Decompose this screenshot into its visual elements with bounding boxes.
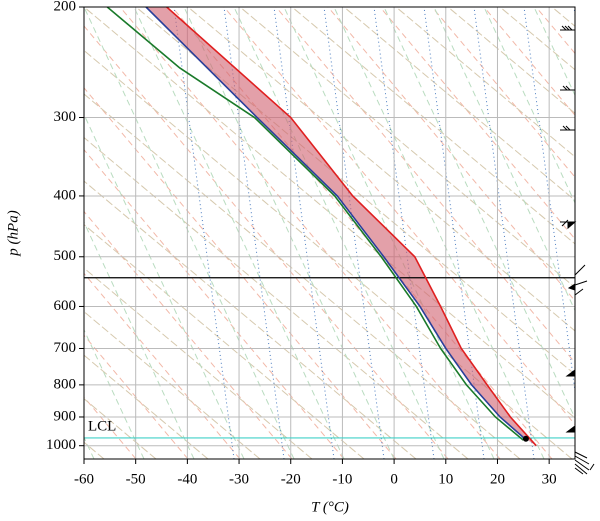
wind-barbs	[560, 7, 595, 475]
x-tick-label: -30	[229, 471, 249, 487]
parcel-point	[522, 435, 529, 442]
x-tick-label: 0	[390, 471, 398, 487]
y-tick-label: 900	[54, 408, 77, 424]
reference-line	[84, 136, 469, 459]
cape-area	[146, 7, 537, 446]
reference-line	[84, 354, 209, 459]
background-lines	[84, 7, 600, 459]
reference-line	[84, 272, 241, 459]
y-tick-label: 500	[54, 248, 77, 264]
level-label: LCL	[88, 418, 116, 434]
plot-frame	[83, 6, 576, 460]
reference-line	[84, 25, 449, 459]
reference-line	[327, 7, 575, 302]
profile-line	[145, 7, 524, 438]
reference-line	[84, 221, 195, 459]
x-tick-label: -40	[177, 471, 197, 487]
reference-line	[283, 7, 495, 459]
reference-line	[343, 7, 575, 202]
profile-line	[166, 7, 537, 447]
y-tick-label: 200	[54, 0, 77, 14]
y-tick-label: 700	[54, 340, 77, 356]
reference-line	[84, 311, 261, 459]
reference-line	[483, 7, 575, 205]
reference-line	[84, 180, 417, 459]
y-tick-label: 600	[54, 298, 77, 314]
x-tick-label: -20	[281, 471, 301, 487]
x-tick-label: 30	[542, 471, 557, 487]
y-tick-label: 1000	[46, 437, 76, 453]
x-tick-label: 20	[490, 471, 505, 487]
reference-line	[395, 7, 575, 158]
reference-line	[84, 113, 245, 459]
reference-line	[239, 7, 575, 289]
reference-line	[183, 7, 395, 459]
reference-line	[84, 7, 295, 459]
y-tick-label: 300	[54, 109, 77, 125]
reference-line	[291, 7, 575, 245]
x-axis-label: T (°C)	[311, 499, 349, 515]
x-tick-label: -50	[126, 471, 146, 487]
reference-line	[383, 7, 575, 420]
x-tick-label: -10	[332, 471, 352, 487]
y-tick-label: 400	[54, 187, 77, 203]
reference-line	[84, 93, 521, 459]
reference-line	[84, 267, 313, 459]
reference-line	[84, 328, 145, 459]
reference-line	[84, 398, 157, 459]
reference-line	[535, 7, 575, 55]
reference-line	[133, 7, 345, 459]
reference-line	[333, 7, 545, 459]
reference-line	[584, 7, 600, 459]
profile-line	[106, 7, 524, 441]
reference-line	[431, 7, 575, 178]
reference-line	[573, 7, 575, 19]
reference-line	[275, 7, 575, 364]
y-axis-label: p (hPa)	[5, 210, 21, 256]
reference-line	[84, 87, 397, 459]
reference-line	[119, 7, 501, 459]
y-tick-label: 800	[54, 376, 77, 392]
reference-line	[223, 7, 575, 426]
reference-line	[84, 148, 345, 459]
x-tick-label: 10	[438, 471, 453, 487]
reference-line	[588, 7, 600, 459]
reference-line	[84, 210, 293, 459]
reference-line	[84, 223, 365, 459]
reference-line	[423, 7, 485, 459]
reference-line	[447, 7, 575, 114]
reference-line	[187, 7, 575, 332]
reference-line	[84, 7, 575, 419]
reference-line	[233, 7, 445, 459]
reference-line	[551, 7, 575, 27]
reference-line	[433, 7, 575, 312]
x-tick-label: -60	[74, 471, 94, 487]
reference-line	[533, 7, 575, 97]
reference-line	[379, 7, 575, 240]
reference-line	[483, 7, 575, 117]
